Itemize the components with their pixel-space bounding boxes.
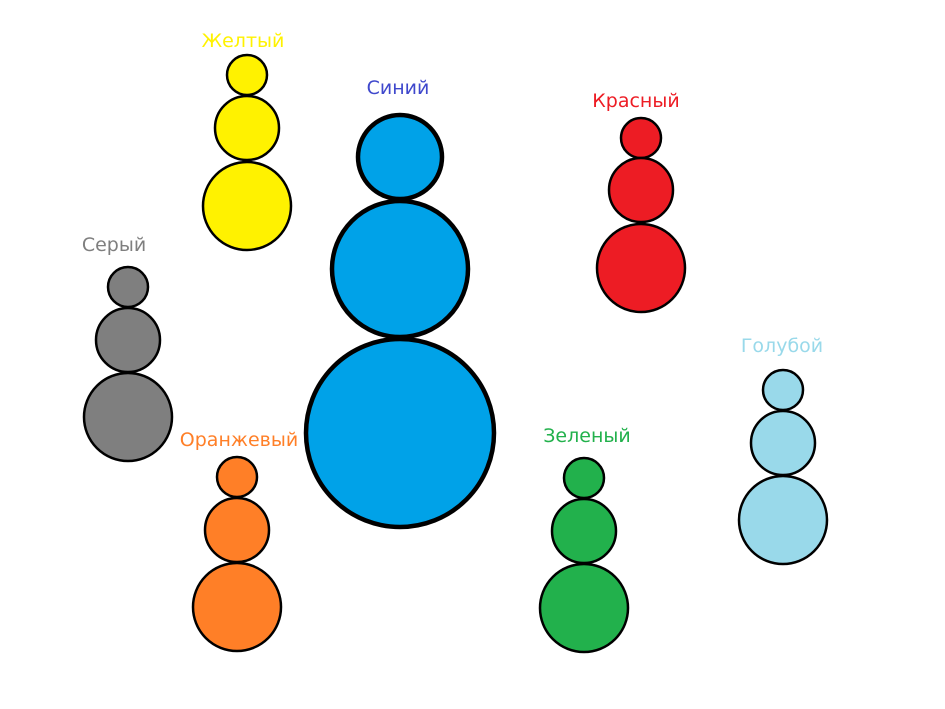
- snowman-light-blue-head: [761, 368, 805, 412]
- snowman-red: [595, 116, 687, 314]
- snowman-orange: [191, 455, 283, 653]
- snowman-orange-body: [203, 496, 271, 564]
- snowman-blue-head: [355, 112, 445, 202]
- snowman-light-blue-base: [737, 474, 829, 566]
- snowman-yellow-body: [213, 94, 281, 162]
- snowman-green-base: [538, 562, 630, 654]
- snowman-gray: [82, 265, 174, 463]
- snowman-blue: [303, 112, 497, 530]
- snowman-red-head: [619, 116, 663, 160]
- snowman-yellow-head: [225, 53, 269, 97]
- snowman-blue-body: [329, 198, 471, 340]
- snowman-light-blue-body: [749, 409, 817, 477]
- snowman-gray-body: [94, 306, 162, 374]
- label-blue: Синий: [367, 77, 430, 99]
- snowman-orange-head: [215, 455, 259, 499]
- label-gray: Серый: [82, 234, 146, 256]
- snowman-green-body: [550, 497, 618, 565]
- snowman-light-blue: [737, 368, 829, 566]
- snowman-gray-base: [82, 371, 174, 463]
- snowman-green-head: [562, 456, 606, 500]
- label-green: Зеленый: [543, 425, 630, 447]
- snowman-red-body: [607, 156, 675, 224]
- snowman-yellow: [201, 53, 293, 252]
- snowman-green: [538, 456, 630, 654]
- snowman-gray-head: [106, 265, 150, 309]
- label-yellow: Желтый: [202, 30, 285, 52]
- label-light-blue: Голубой: [741, 335, 823, 357]
- snowman-orange-base: [191, 561, 283, 653]
- label-orange: Оранжевый: [180, 429, 298, 451]
- snowman-blue-base: [303, 336, 497, 530]
- snowman-yellow-base: [201, 160, 293, 252]
- snowman-red-base: [595, 222, 687, 314]
- label-red: Красный: [592, 90, 679, 112]
